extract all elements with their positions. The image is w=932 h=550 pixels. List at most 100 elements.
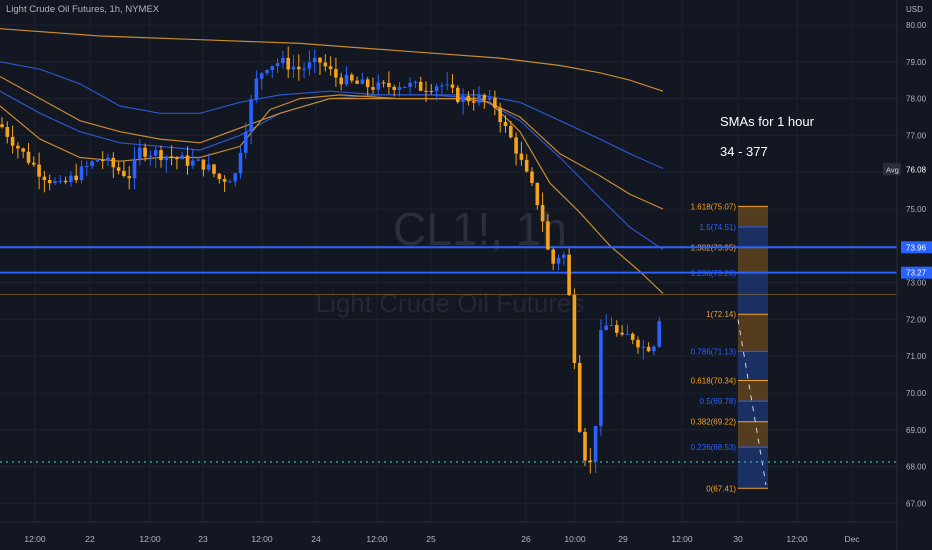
candle-body xyxy=(615,325,619,333)
candle-body xyxy=(206,164,211,170)
time-tick-label: 30 xyxy=(733,534,743,544)
time-tick-label: 26 xyxy=(521,534,531,544)
price-tick-label: 68.00 xyxy=(906,463,927,472)
candle-body xyxy=(0,124,4,128)
candle-body xyxy=(169,156,174,158)
candle-body xyxy=(85,165,89,167)
fib-band xyxy=(738,227,768,248)
candle-body xyxy=(535,182,540,206)
price-tick-label: 77.00 xyxy=(906,131,927,140)
candle-body xyxy=(281,57,285,64)
price-tick-label: 72.00 xyxy=(906,315,927,324)
fib-level-label: 0.618(70.34) xyxy=(691,376,737,385)
time-tick-label: 23 xyxy=(198,534,208,544)
avg-tag-label: Avg xyxy=(886,165,899,174)
candle-body xyxy=(519,153,524,160)
candle-body xyxy=(106,157,110,161)
currency-label[interactable]: USD xyxy=(906,5,923,14)
candle-body xyxy=(540,205,545,222)
price-tick-label: 70.00 xyxy=(906,389,927,398)
candle-body xyxy=(498,107,502,123)
candle-body xyxy=(58,180,63,182)
time-tick-label: Dec xyxy=(844,534,860,544)
fib-level-label: 1.618(75.07) xyxy=(691,202,737,211)
price-tick-label: 69.00 xyxy=(906,426,927,435)
fib-band xyxy=(738,380,768,402)
avg-value-bg xyxy=(901,163,932,176)
candle-body xyxy=(16,145,20,149)
candle-body xyxy=(212,164,216,174)
candle-body xyxy=(646,346,651,352)
candle-body xyxy=(164,156,169,161)
time-tick-label: 12:00 xyxy=(366,534,388,544)
horizontal-lines[interactable] xyxy=(0,246,897,463)
candle-body xyxy=(148,155,153,157)
avg-tag xyxy=(883,163,901,176)
price-tick-label: 78.00 xyxy=(906,95,927,104)
candle-body xyxy=(127,176,131,179)
candle-body xyxy=(191,160,195,166)
candle-body xyxy=(641,346,646,348)
candle-body xyxy=(307,62,312,69)
price-tick-label: 79.00 xyxy=(906,58,927,67)
candle-body xyxy=(74,175,78,181)
candle-body xyxy=(551,249,555,264)
fib-extension[interactable]: 1.618(75.07)1.5(74.51)1.382(73.95)1.236(… xyxy=(691,202,768,493)
candle-body xyxy=(217,173,222,180)
candle-body xyxy=(259,73,264,79)
candle-body xyxy=(440,85,444,87)
price-tag-value: 73.96 xyxy=(906,243,927,252)
candle-body xyxy=(53,181,57,184)
candle-body xyxy=(90,161,94,166)
candle-body xyxy=(371,87,375,90)
candle-body xyxy=(100,159,105,161)
fib-level-label: 0.5(69.78) xyxy=(700,397,737,406)
fib-band xyxy=(738,421,768,448)
time-tick-label: 22 xyxy=(85,534,95,544)
candle-body xyxy=(132,158,137,179)
candle-body xyxy=(593,425,598,463)
candle-body xyxy=(286,57,290,70)
candle-body xyxy=(265,70,269,74)
candle-body xyxy=(445,84,449,86)
price-tick-label: 80.00 xyxy=(906,21,927,30)
candle-body xyxy=(95,159,100,162)
candle-body xyxy=(397,87,402,90)
price-tag-value: 73.27 xyxy=(906,269,927,278)
chart-title: Light Crude Oil Futures, 1h, NYMEX xyxy=(6,4,160,15)
candle-body xyxy=(482,95,487,100)
time-tick-label: 12:00 xyxy=(786,534,808,544)
fib-band xyxy=(738,273,768,315)
moving-averages xyxy=(0,28,664,295)
candle-body xyxy=(228,181,232,183)
candle-body xyxy=(562,254,566,258)
candle-body xyxy=(323,62,328,67)
candle-body xyxy=(652,346,656,352)
candle-body xyxy=(524,159,529,172)
fib-band xyxy=(738,447,768,489)
candle-body xyxy=(42,176,47,181)
candle-body xyxy=(238,152,243,174)
candle-body xyxy=(471,101,476,103)
price-tag-bg xyxy=(901,266,932,279)
candle-body xyxy=(604,325,608,331)
candle-body xyxy=(577,363,582,432)
candle-body xyxy=(318,57,322,63)
price-axis[interactable]: 80.0079.0078.0077.0076.0075.0074.0073.00… xyxy=(883,0,932,550)
time-tick-label: 12:00 xyxy=(139,534,161,544)
candle-body xyxy=(275,63,280,67)
time-axis[interactable]: 12:00 22 12:00 23 12:00 24 12:00 25 26 10:00 29 12:… xyxy=(0,521,897,544)
price-tick-label: 67.00 xyxy=(906,499,927,508)
sma-blue-1 xyxy=(0,61,664,170)
candle-body xyxy=(196,159,200,161)
candle-body xyxy=(434,86,439,92)
candle-body xyxy=(466,95,471,102)
sma-orange-2 xyxy=(0,94,664,295)
time-tick-label: 10:00 xyxy=(564,534,586,544)
candle-body xyxy=(249,99,253,133)
candle-body xyxy=(79,166,84,181)
candle-body xyxy=(487,97,492,100)
candle-body xyxy=(546,221,550,250)
price-tick-label: 75.00 xyxy=(906,205,927,214)
